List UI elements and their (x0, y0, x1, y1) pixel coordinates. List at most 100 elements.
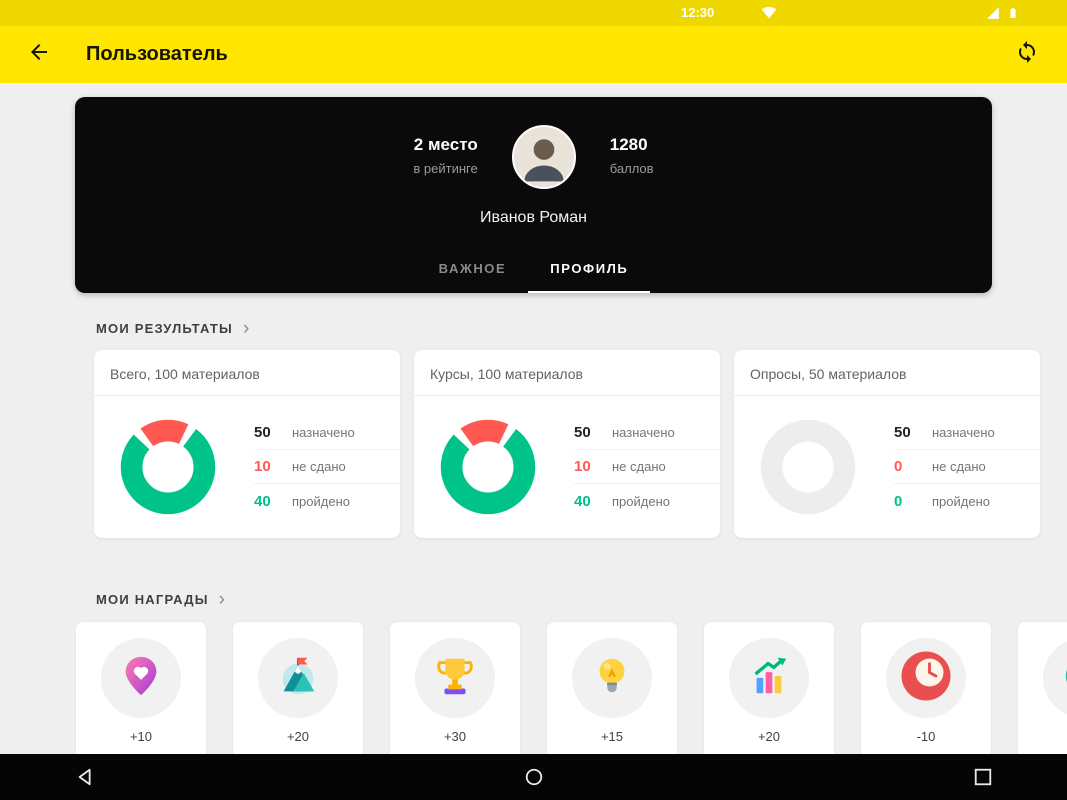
award-badge-circle (101, 638, 181, 718)
legend-label: назначено (612, 425, 675, 440)
award-points: +20 (286, 729, 310, 744)
award-points: +20 (757, 729, 781, 744)
points-value: 1280 (609, 135, 648, 154)
award-card: -10 (860, 621, 992, 773)
avatar (511, 125, 576, 189)
profile-card: 2 место в рейтинге 1280 баллов Иванов Ро… (75, 97, 992, 293)
chevron-right-icon: › (218, 588, 227, 610)
tab-profile[interactable]: ПРОФИЛЬ (528, 246, 651, 293)
back-arrow-icon (27, 40, 51, 69)
legend-value: 0 (894, 458, 903, 475)
donut-chart (760, 419, 856, 515)
chevron-right-icon: › (242, 317, 251, 339)
award-badge-circle (729, 638, 809, 718)
legend-row: 40 пройдено (254, 484, 400, 518)
clock-badge-icon (898, 648, 954, 709)
legend-row: 0 не сдано (894, 450, 1040, 484)
award-badge-circle (886, 638, 966, 718)
sync-button[interactable] (1013, 41, 1041, 69)
legend-value: 50 (894, 424, 911, 441)
rank-value: 2 место (413, 135, 478, 154)
awards-cards-row: +10 +20 (75, 621, 1067, 773)
nav-back-button[interactable] (76, 767, 96, 792)
user-name: Иванов Роман (480, 209, 587, 226)
legend-label: не сдано (292, 459, 346, 474)
donut-chart (440, 419, 536, 515)
legend-value: 50 (574, 424, 591, 441)
rank-stat: 2 место в рейтинге (413, 125, 477, 176)
legend-value: 50 (254, 424, 271, 441)
award-points: +10 (129, 729, 153, 744)
award-card: +20 (232, 621, 364, 773)
status-time: 12:30 (681, 5, 715, 20)
award-points: -10 (916, 729, 936, 744)
points-label: баллов (609, 161, 654, 176)
legend-row: 40 пройдено (574, 484, 720, 518)
legend: 50 назначено 10 не сдано 40 пройдено (574, 416, 720, 518)
nav-recents-square-icon (973, 768, 993, 791)
donut-chart (120, 419, 216, 515)
results-section-title: МОИ РЕЗУЛЬТАТЫ (96, 321, 233, 336)
avatar-person-icon (513, 127, 574, 187)
nav-home-button[interactable] (524, 767, 544, 792)
legend-value: 40 (574, 492, 591, 510)
legend-value: 0 (894, 492, 903, 510)
award-card: +20 (703, 621, 835, 773)
legend-label: пройдено (612, 493, 670, 509)
results-card-courses: Курсы, 100 материалов 50 назначено 10 не… (414, 350, 720, 538)
growth-chart-badge-icon (746, 653, 792, 704)
legend: 50 назначено 0 не сдано 0 пройдено (894, 416, 1040, 518)
nav-recents-button[interactable] (973, 767, 993, 792)
legend-label: не сдано (932, 459, 986, 474)
results-card-total: Всего, 100 материалов 50 назначено 10 не… (94, 350, 400, 538)
award-badge-circle (415, 638, 495, 718)
award-badge-circle (1043, 638, 1067, 718)
award-card: +10 (75, 621, 207, 773)
sync-icon (1015, 40, 1039, 69)
wifi-icon (760, 5, 778, 25)
partial-badge-icon (1060, 653, 1067, 704)
legend-row: 50 назначено (254, 416, 400, 450)
legend-row: 50 назначено (894, 416, 1040, 450)
legend-value: 10 (254, 458, 271, 475)
legend-value: 40 (254, 492, 271, 510)
status-bar: 12:30 (0, 0, 1067, 26)
award-badge-circle (258, 638, 338, 718)
legend-row: 0 пройдено (894, 484, 1040, 518)
award-badge-circle (572, 638, 652, 718)
profile-stats: 2 место в рейтинге 1280 баллов (75, 125, 992, 189)
results-card-title: Курсы, 100 материалов (414, 350, 720, 396)
tab-important[interactable]: ВАЖНОЕ (438, 261, 507, 276)
profile-tabs: ВАЖНОЕ ПРОФИЛЬ (75, 246, 992, 293)
legend-label: пройдено (292, 493, 350, 509)
legend-label: пройдено (932, 493, 990, 509)
lightbulb-badge-icon (589, 653, 635, 704)
results-section-header[interactable]: МОИ РЕЗУЛЬТАТЫ › (96, 317, 251, 339)
results-card-surveys: Опросы, 50 материалов 50 назначено 0 не … (734, 350, 1040, 538)
results-card-title: Всего, 100 материалов (94, 350, 400, 396)
mountain-flag-badge-icon (275, 653, 321, 704)
awards-section-header[interactable]: МОИ НАГРАДЫ › (96, 588, 227, 610)
award-card (1017, 621, 1067, 773)
legend-value: 10 (574, 458, 591, 475)
points-stat: 1280 баллов (610, 125, 654, 176)
legend-label: не сдано (612, 459, 666, 474)
award-card: +30 (389, 621, 521, 773)
legend-label: назначено (292, 425, 355, 440)
legend-row: 50 назначено (574, 416, 720, 450)
trophy-badge-icon (432, 653, 478, 704)
cellular-signal-icon (986, 6, 1000, 25)
award-points: +15 (600, 729, 624, 744)
award-points: +30 (443, 729, 467, 744)
android-navigation-bar (0, 754, 1067, 800)
legend: 50 назначено 10 не сдано 40 пройдено (254, 416, 400, 518)
page-title: Пользователь (86, 43, 228, 65)
awards-section-title: МОИ НАГРАДЫ (96, 592, 209, 607)
nav-home-circle-icon (524, 768, 544, 791)
award-card: +15 (546, 621, 678, 773)
back-button[interactable] (26, 42, 52, 68)
app-bar: Пользователь (0, 26, 1067, 83)
nav-back-triangle-icon (76, 768, 96, 791)
legend-row: 10 не сдано (574, 450, 720, 484)
heart-pin-badge-icon (118, 653, 164, 704)
